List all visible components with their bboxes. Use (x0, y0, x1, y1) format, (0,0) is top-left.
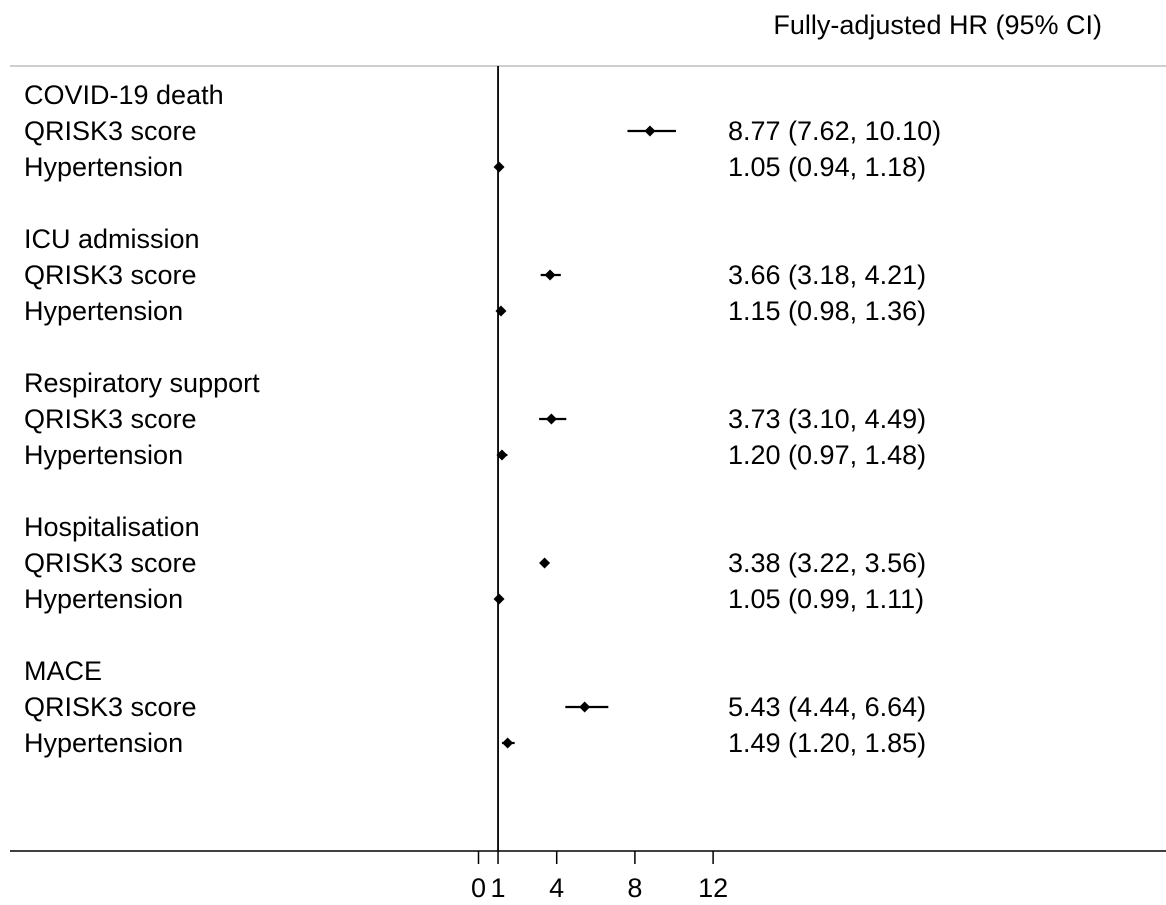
row-label: Hypertension (24, 440, 183, 470)
row-label: QRISK3 score (24, 404, 197, 434)
row-label: QRISK3 score (24, 260, 197, 290)
rows-layer: COVID-19 death QRISK3 score 8.77 (7.62, 10… (24, 80, 941, 758)
x-tick-label: 12 (698, 873, 728, 903)
x-tick-label: 8 (627, 873, 642, 903)
hr-marker (493, 593, 505, 605)
hr-ci-value: 3.66 (3.18, 4.21) (728, 260, 926, 290)
hr-marker (544, 269, 556, 281)
hr-marker (545, 413, 557, 425)
hr-marker (502, 737, 514, 749)
x-tick-label: 0 (471, 873, 486, 903)
row-label: QRISK3 score (24, 692, 197, 722)
hr-marker (493, 161, 505, 173)
hr-ci-value: 1.05 (0.94, 1.18) (728, 152, 926, 182)
x-axis-ticks: 0 1 4 8 12 (471, 851, 728, 903)
row-label: Hypertension (24, 728, 183, 758)
hr-ci-value: 1.49 (1.20, 1.85) (728, 728, 926, 758)
outcome-label: COVID-19 death (24, 80, 224, 110)
hr-marker (579, 701, 591, 713)
outcome-label: Respiratory support (24, 368, 260, 398)
column-header: Fully-adjusted HR (95% CI) (773, 10, 1102, 40)
row-label: Hypertension (24, 152, 183, 182)
row-label: QRISK3 score (24, 116, 197, 146)
row-label: QRISK3 score (24, 548, 197, 578)
row-label: Hypertension (24, 584, 183, 614)
hr-ci-value: 1.05 (0.99, 1.11) (728, 584, 924, 614)
x-tick-label: 4 (549, 873, 564, 903)
hr-ci-value: 1.15 (0.98, 1.36) (728, 296, 926, 326)
hr-ci-value: 3.38 (3.22, 3.56) (728, 548, 926, 578)
hr-ci-value: 3.73 (3.10, 4.49) (728, 404, 926, 434)
hr-marker (495, 305, 507, 317)
hr-marker (496, 449, 508, 461)
outcome-label: MACE (24, 656, 102, 686)
hr-ci-value: 5.43 (4.44, 6.64) (728, 692, 926, 722)
outcome-label: Hospitalisation (24, 512, 200, 542)
outcome-label: ICU admission (24, 224, 200, 254)
hr-marker (644, 125, 656, 137)
x-tick-label: 1 (491, 873, 506, 903)
hr-ci-value: 8.77 (7.62, 10.10) (728, 116, 941, 146)
hr-marker (539, 557, 551, 569)
hr-ci-value: 1.20 (0.97, 1.48) (728, 440, 926, 470)
row-label: Hypertension (24, 296, 183, 326)
